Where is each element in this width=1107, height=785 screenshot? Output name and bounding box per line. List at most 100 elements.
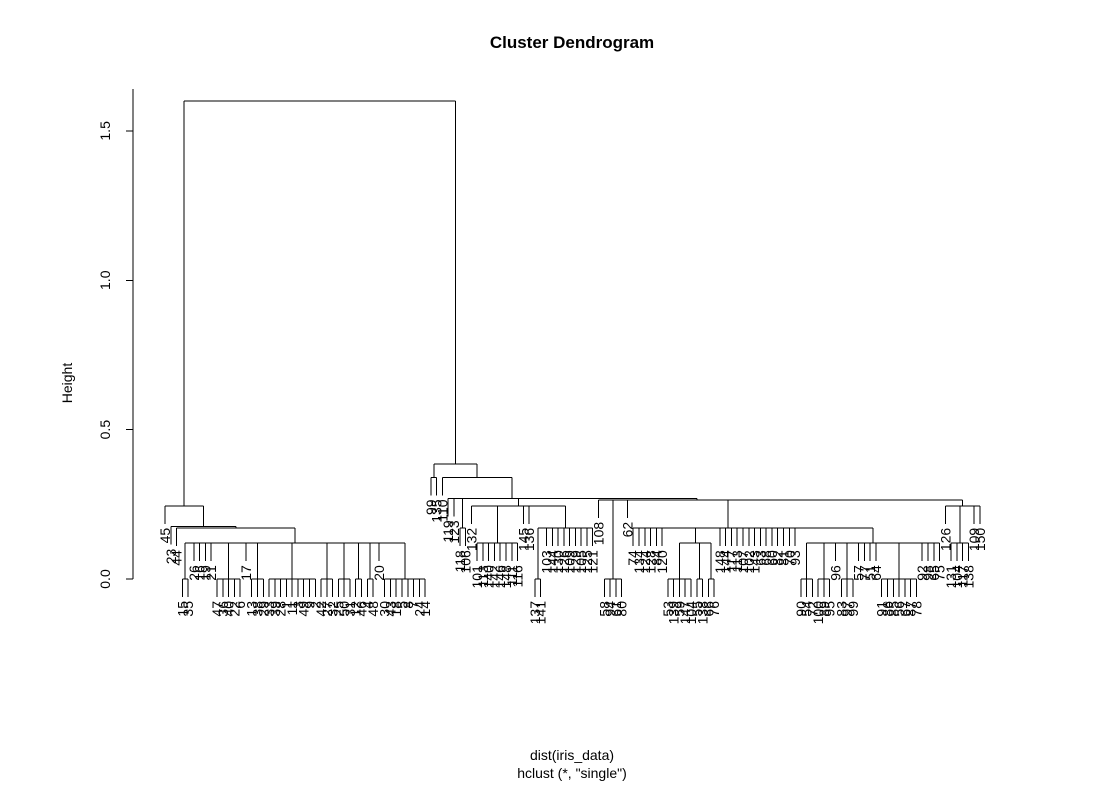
leaf-label: 119: [440, 520, 456, 543]
y-tick-label: 0.0: [97, 569, 113, 589]
leaf-label: 126: [937, 528, 953, 552]
leaf-label: 117: [955, 565, 971, 588]
leaf-label: 17: [238, 565, 254, 581]
leaf-label: 62: [619, 522, 635, 538]
leaf-label: 130: [550, 550, 566, 574]
leaf-label: 143: [747, 550, 763, 574]
leaf-label: 103: [538, 550, 554, 574]
leaf-label: 40: [221, 601, 237, 617]
leaf-label: 96: [827, 565, 843, 581]
leaf-label: 97: [839, 601, 855, 617]
leaf-label: 117: [723, 550, 739, 573]
leaf-label: 146: [492, 565, 508, 589]
leaf-label: 81: [775, 550, 791, 566]
dendrogram-tree: [164, 100, 981, 597]
leaf-label: 121: [585, 550, 601, 574]
leaf-label: 85: [885, 601, 901, 617]
leaf-label: 113: [729, 550, 745, 573]
leaf-label: 108: [591, 522, 607, 546]
leaf-label: 131: [943, 565, 959, 589]
leaf-label: 72: [804, 601, 820, 617]
leaf-label: 95: [822, 601, 838, 617]
leaf-label: 104: [683, 601, 699, 625]
leaf-label: 28: [273, 601, 289, 617]
leaf-label: 123: [446, 520, 462, 544]
leaf-label: 55: [689, 601, 705, 617]
leaf-label: 92: [914, 565, 930, 581]
leaf-label: 98: [920, 565, 936, 581]
subtitle: hclust (*, "single"): [517, 765, 627, 781]
y-tick-label: 1.5: [97, 121, 113, 141]
leaf-label: 14: [417, 601, 433, 617]
leaf-label: 139: [666, 601, 682, 625]
leaf-label: 47: [209, 601, 225, 617]
leaf-label: 91: [874, 601, 890, 617]
leaf-label: 45: [157, 528, 173, 544]
leaf-label: 63: [752, 550, 768, 566]
leaf-label: 109: [966, 528, 982, 552]
leaf-label: 125: [579, 550, 595, 574]
leaf-label: 1: [278, 601, 294, 609]
leaf-label: 23: [163, 549, 179, 565]
y-tick-label: 0.5: [97, 420, 113, 440]
chart-title: Cluster Dendrogram: [490, 33, 654, 52]
leaf-label: 132: [463, 528, 479, 552]
leaf-label: 141: [533, 601, 549, 625]
leaf-label: 59: [671, 601, 687, 617]
leaf-label: 5: [394, 601, 410, 609]
leaf-label: 126: [556, 550, 572, 574]
leaf-label: 7: [406, 601, 422, 609]
leaf-label: 109: [562, 550, 578, 574]
leaf-label: 38: [249, 601, 265, 617]
leaf-label: 101: [469, 565, 485, 589]
leaf-label: 56: [891, 601, 907, 617]
leaf-label: 138: [695, 601, 711, 625]
leaf-label: 100: [810, 601, 826, 625]
leaf-label: 21: [203, 565, 219, 581]
leaf-label: 144: [544, 550, 560, 574]
leaf-label: 105: [573, 550, 589, 574]
leaf-label: 31: [342, 601, 358, 617]
leaf-label: 94: [602, 601, 618, 617]
leaf-label: 20: [371, 565, 387, 581]
leaf-label: 113: [475, 565, 491, 588]
leaf-label: 3: [290, 601, 306, 609]
leaf-label: 137: [527, 601, 543, 625]
leaf-label: 58: [596, 601, 612, 617]
leaf-label: 116: [510, 565, 526, 588]
leaf-label: 11: [284, 601, 300, 616]
leaf-label: 8: [400, 601, 416, 609]
leaf-label: 99: [845, 601, 861, 617]
leaf-label: 16: [192, 565, 208, 581]
leaf-label: 106: [458, 550, 474, 574]
leaf-label: 124: [637, 550, 653, 574]
leaf-label: 50: [336, 601, 352, 617]
leaf-label: 84: [648, 550, 664, 566]
leaf-label: 76: [706, 601, 722, 617]
leaf-label: 51: [862, 565, 878, 581]
leaf-label: 99: [423, 499, 439, 515]
leaf-label: 53: [660, 601, 676, 617]
leaf-label: 44: [169, 550, 185, 566]
leaf-label: 24: [411, 601, 427, 617]
leaf-label: 144: [718, 550, 734, 574]
leaf-label: 75: [932, 565, 948, 581]
leaf-label: 82: [770, 550, 786, 566]
leaf-label: 18: [388, 601, 404, 617]
leaf-label: 25: [330, 601, 346, 617]
leaf-label: 111: [504, 565, 520, 586]
leaf-label: 36: [215, 601, 231, 617]
leaf-labels: 4523441535261619214736402261713382933392…: [157, 499, 988, 624]
leaf-label: 66: [700, 601, 716, 617]
leaf-label: 138: [960, 565, 976, 589]
leaf-label: 136: [521, 528, 537, 552]
leaf-label: 129: [567, 550, 583, 574]
leaf-label: 148: [498, 565, 514, 589]
leaf-label: 15: [174, 601, 190, 617]
leaf-label: 90: [793, 601, 809, 617]
leaf-label: 70: [781, 550, 797, 566]
leaf-label: 22: [226, 601, 242, 617]
leaf-label: 74: [625, 550, 641, 566]
leaf-label: 48: [365, 601, 381, 617]
leaf-label: 118: [452, 550, 468, 573]
